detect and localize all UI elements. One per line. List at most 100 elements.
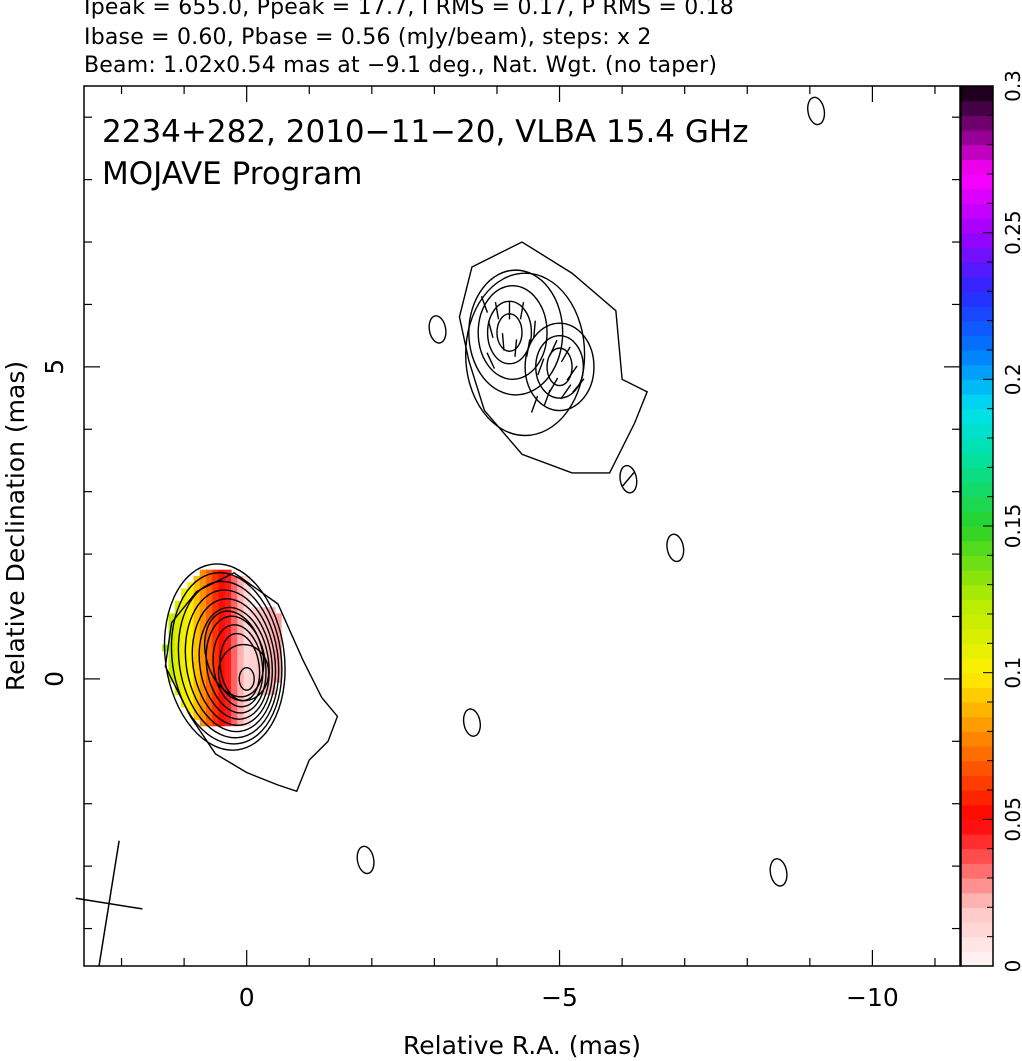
pol-pixel [206,607,213,614]
pol-pixel [237,582,245,590]
jet-contour [477,285,548,381]
jet-contour [524,322,595,412]
colorbar-swatch [961,203,993,219]
colorbar-swatch [961,276,993,292]
pol-pixel [262,638,270,646]
pol-pixel [231,600,238,608]
pol-pixel [218,607,226,614]
pol-pixel [187,607,195,614]
colorbar-swatch [961,467,993,483]
y-axis-label: Relative Declination (mas) [1,361,30,691]
evpa-tick [501,333,505,351]
pol-pixel [231,713,238,721]
y-tick-label: 5 [40,359,69,375]
noise-contour [462,708,482,737]
evpa-tick [519,301,525,320]
pol-pixel [193,700,201,708]
pol-pixel [212,719,220,727]
pol-pixel [224,694,232,702]
pol-pixel [193,675,201,683]
pol-pixel [199,632,207,639]
colorbar-swatch [961,804,993,820]
pol-pixel [187,600,195,608]
chart-subtitle: MOJAVE Program [102,156,362,192]
pol-pixel [199,650,207,658]
pol-pixel [193,625,201,633]
colorbar-swatch [961,892,993,908]
colorbar-swatch [961,438,993,454]
pol-pixel [268,644,276,652]
pol-pixel [274,613,282,621]
pol-pixel [199,669,207,677]
pol-pixel [187,688,195,696]
pol-pixel [249,663,257,671]
pol-pixel [249,644,257,652]
pol-pixel [180,594,188,602]
evpa-tick [548,339,558,357]
pol-pixel [168,663,176,671]
noise-contour [619,464,638,494]
colorbar-swatch [961,262,993,278]
pol-pixel [243,669,251,677]
pol-pixel [268,682,276,689]
pol-pixel [231,644,238,652]
pol-pixel [206,719,213,727]
x-tick-label: −10 [846,983,899,1012]
pol-pixel [193,600,201,608]
pol-pixel [231,632,238,639]
colorbar-swatch [961,159,993,175]
pol-pixel [218,669,226,677]
pol-pixel [174,607,182,614]
pol-pixel [180,638,188,646]
pol-pixel [218,600,226,608]
evpa-ticks [480,295,635,487]
pol-pixel [193,650,201,658]
pol-pixel [199,663,207,671]
evpa-tick [543,389,551,407]
core-contour [205,615,267,714]
pol-pixel [206,600,213,608]
colorbar-swatch [961,291,993,307]
pol-pixel [180,644,188,652]
pol-pixel [274,625,282,633]
evpa-tick [533,320,536,339]
pol-pixel [193,713,201,721]
colorbar-swatch [961,702,993,718]
pol-pixel [180,657,188,664]
colorbar-swatch [961,86,993,102]
jet-outer-contour [458,241,649,474]
core-contour-inner [204,610,265,698]
colorbar-swatch [961,379,993,395]
pol-pixel [243,644,251,652]
pol-pixel [218,594,226,602]
colorbar-swatch [961,775,993,791]
chart-title: 2234+282, 2010−11−20, VLBA 15.4 GHz [102,114,748,150]
pol-pixel [193,619,201,627]
pol-pixel [180,663,188,671]
pol-pixel [237,700,245,708]
pol-pixel [180,607,188,614]
pol-pixel [187,663,195,671]
pol-pixel [237,625,245,633]
pol-pixel [180,675,188,683]
pol-pixel [180,694,188,702]
pol-pixel [231,706,238,714]
colorbar-tick-label: 0.25 [1001,210,1022,255]
pol-pixel [243,663,251,671]
colorbar-swatch [961,496,993,512]
header-line-2: Ibase = 0.60, Pbase = 0.56 (mJy/beam), s… [84,25,652,50]
pol-pixel [224,638,232,646]
evpa-tick [560,384,572,400]
colorbar-swatch [961,247,993,263]
pol-pixel [237,619,245,627]
pol-pixel [218,706,226,714]
colorbar-swatch [961,350,993,366]
pol-pixel [249,657,257,664]
pol-pixel [206,663,213,671]
pol-pixel [224,675,232,683]
pol-pixel [193,632,201,639]
pol-pixel [237,644,245,652]
pol-pixel [174,619,182,627]
pol-pixel [180,625,188,633]
